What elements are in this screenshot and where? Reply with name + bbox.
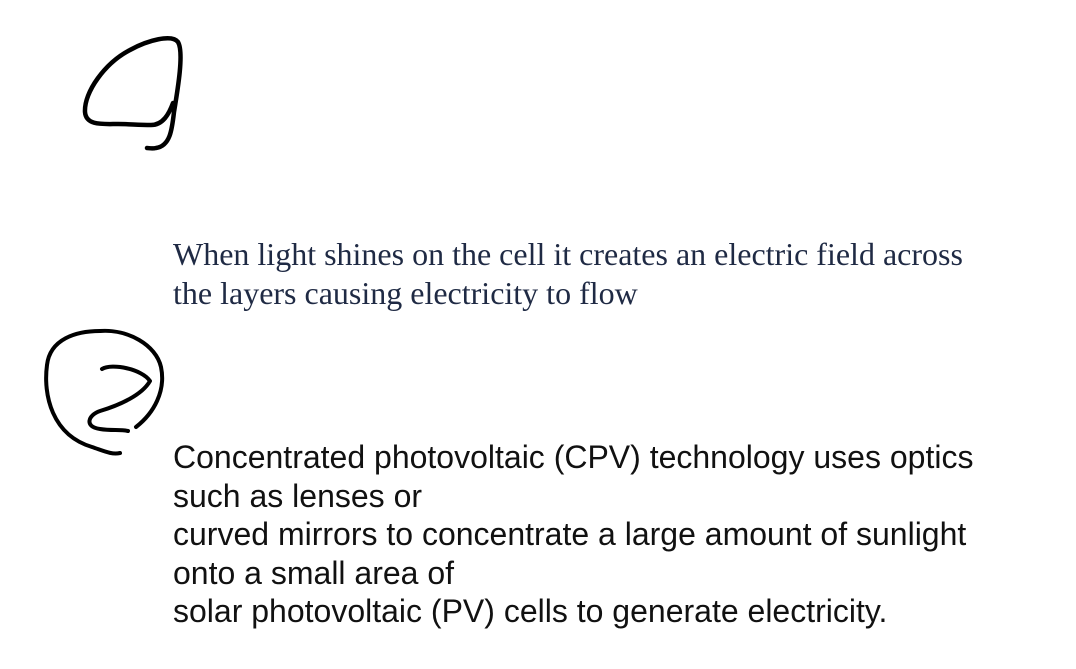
paragraph-cpv-technology: Concentrated photovoltaic (CPV) technolo… (173, 438, 1063, 631)
text-line: the layers causing electricity to flow (173, 275, 638, 311)
handwritten-number-one-mark (82, 36, 183, 151)
text-line: Concentrated photovoltaic (CPV) technolo… (173, 439, 974, 475)
handwritten-number-two-mark (44, 328, 165, 456)
text-line: onto a small area of (173, 554, 455, 591)
text-line: solar photovoltaic (PV) cells to generat… (173, 593, 888, 629)
text-line: When light shines on the cell it creates… (173, 236, 963, 272)
text-line: such as lenses or (173, 477, 423, 514)
paragraph-light-electric-field: When light shines on the cell it creates… (173, 235, 1053, 313)
text-line: curved mirrors to concentrate a large am… (173, 516, 967, 552)
